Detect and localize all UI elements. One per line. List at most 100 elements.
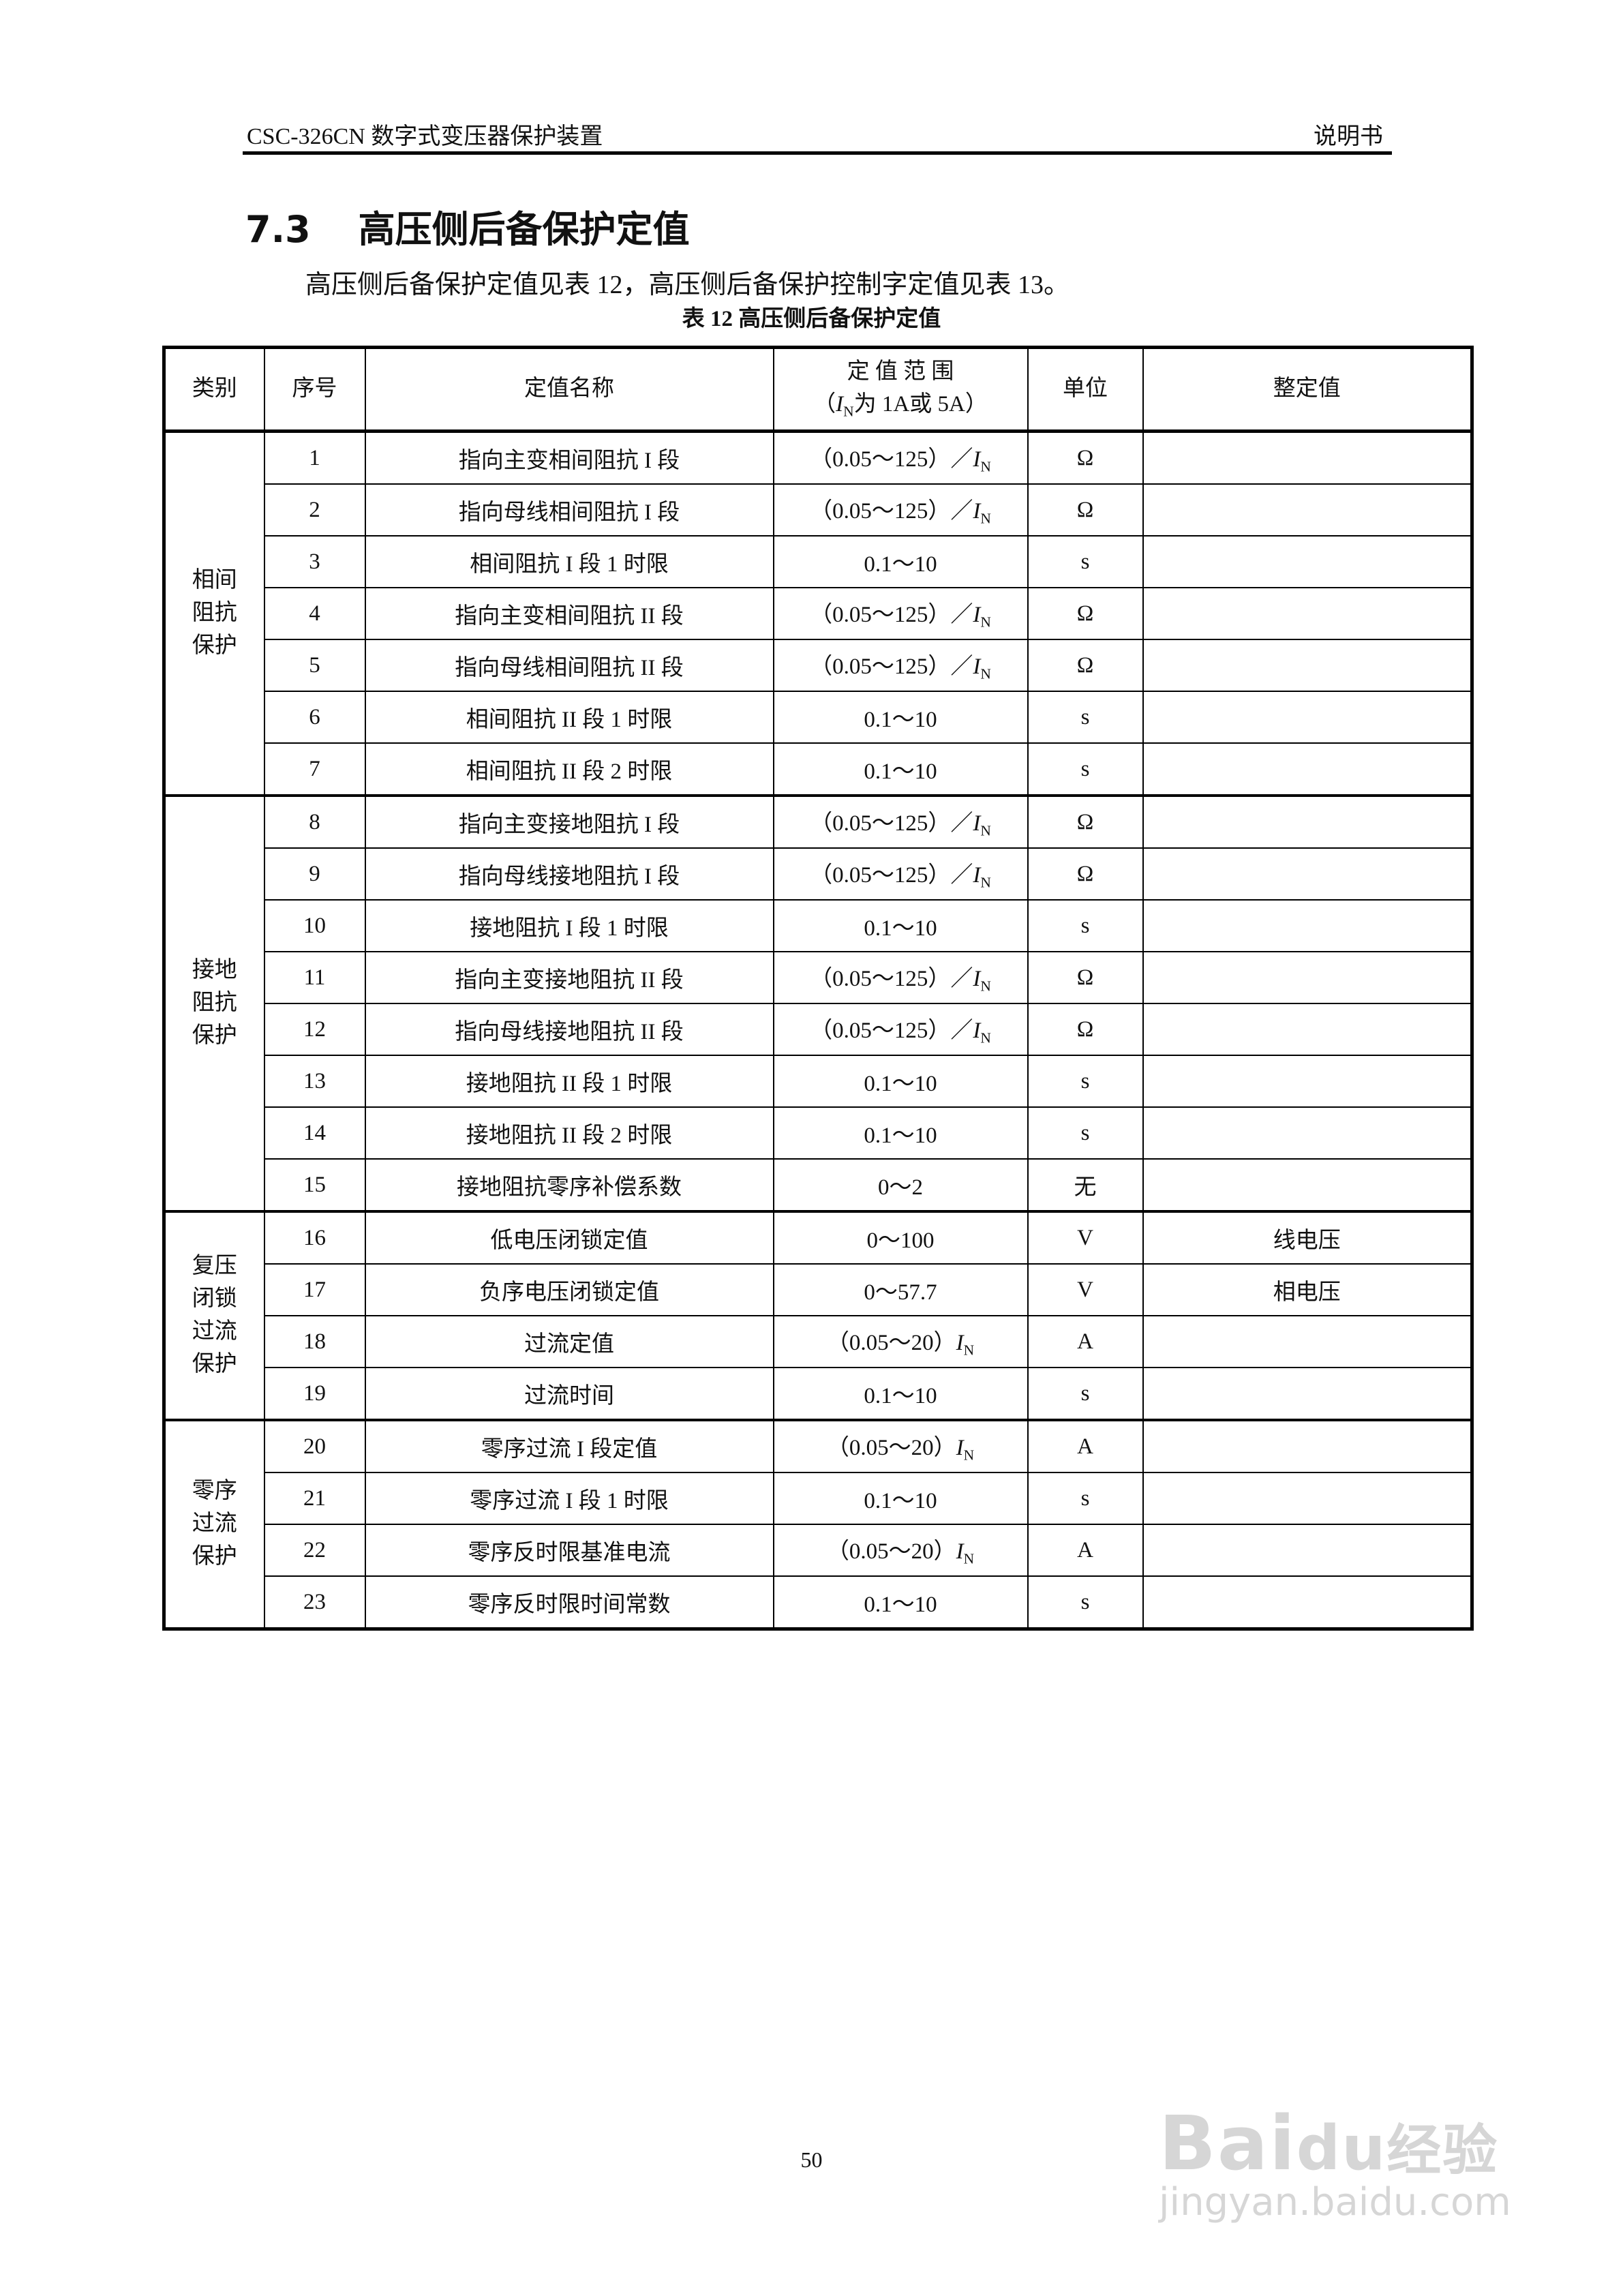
table-row: 零序 过流 保护 20 零序过流 I 段定值 （0.05～20）IN A [163,1419,1473,1630]
settings-table: 类别 序号 定值名称 定 值 范 围 （IN为 1A或 5A） 单位 整定值 相… [162,346,1474,1631]
rated-current-symbol: I [973,1018,981,1044]
setting-name: 接地阻抗 I 段 1 时限 [364,899,774,952]
category-label: 相间 阻抗 保护 [192,568,237,658]
setting-value [1142,1315,1473,1368]
setting-range: （0.05～125）／IN [772,639,1029,692]
row-number: 14 [263,1106,366,1160]
rated-current-symbol: I [956,1331,964,1356]
table-row: 相间 阻抗 保护 1 指向主变相间阻抗 I 段（0.05～125）／IN Ω [163,429,1473,796]
setting-name: 指向主变相间阻抗 I 段 [364,429,774,485]
setting-value [1142,483,1473,537]
category-cell: 接地 阻抗 保护 [163,794,265,1212]
range-value: （0.05～125）／ [810,499,973,524]
header-number: 序号 [263,346,366,433]
row-number: 18 [263,1315,366,1368]
setting-name: 零序过流 I 段定值 [364,1419,774,1473]
category-cell: 零序 过流 保护 [163,1419,265,1630]
range-value: 0.1～10 [864,1489,937,1513]
setting-unit: Ω [1027,429,1144,485]
setting-name: 零序过流 I 段 1 时限 [364,1472,774,1525]
category-label: 接地 阻抗 保护 [192,958,237,1048]
page-number: 50 [800,2147,823,2172]
setting-unit: 无 [1027,1158,1144,1212]
range-value: （0.05～125）／ [810,447,973,472]
range-value: 0.1～10 [864,708,937,732]
range-value: 0～2 [878,1175,923,1200]
rated-current-subscript: N [980,874,991,891]
header-range-subscript: N [843,403,854,420]
setting-value [1142,1367,1473,1421]
header-range-line1: 定 值 范 围 [847,359,954,384]
setting-range: 0～2 [772,1158,1029,1212]
table-row: 2 指向母线相间阻抗 I 段（0.05～125）／IN Ω [164,483,1473,537]
range-value: （0.05～125）／ [810,1018,973,1044]
row-number: 19 [263,1367,366,1421]
rated-current-symbol: I [956,1436,964,1461]
setting-range: 0～57.7 [772,1263,1029,1316]
table-row: 18 过流定值 （0.05～20）IN A [164,1315,1473,1368]
rated-current-symbol: I [973,447,981,472]
rated-current-subscript: N [963,1447,975,1464]
range-value: 0～57.7 [864,1280,937,1305]
header-range-line2: （IN为 1A或 5A） [774,389,1027,423]
setting-unit: s [1027,1367,1144,1421]
setting-unit: Ω [1027,1003,1144,1056]
setting-unit: s [1027,1575,1144,1630]
setting-name: 指向母线相间阻抗 II 段 [364,639,774,692]
setting-value [1142,847,1473,901]
header-setting: 整定值 [1142,346,1473,433]
rated-current-symbol: I [973,811,981,836]
row-number: 10 [263,899,366,952]
table-row: 10 接地阻抗 I 段 1 时限 0.1～10 s [164,899,1473,952]
setting-value [1142,899,1473,952]
row-number: 12 [263,1003,366,1056]
table-row: 接地 阻抗 保护 8 指向主变接地阻抗 I 段（0.05～125）／IN Ω [163,794,1473,1212]
row-number: 7 [263,742,366,796]
row-number: 13 [263,1055,366,1108]
table-header-row: 类别 序号 定值名称 定 值 范 围 （IN为 1A或 5A） 单位 整定值 [163,346,1473,433]
setting-value [1142,1524,1473,1577]
row-number: 11 [263,951,366,1004]
rated-current-subscript: N [980,1029,991,1046]
setting-value [1142,1575,1473,1630]
setting-range: 0.1～10 [772,899,1029,952]
row-number: 23 [263,1575,366,1630]
range-value: （0.05～125）／ [810,863,973,888]
table-row: 22 零序反时限基准电流 （0.05～20）IN A [164,1524,1473,1577]
range-value: （0.05～20） [826,1331,956,1356]
setting-range: 0.1～10 [772,1472,1029,1525]
setting-name: 零序反时限时间常数 [364,1575,774,1630]
header-range-paren: （ [813,392,836,417]
category-label: 复压 闭锁 过流 保护 [192,1254,237,1376]
category-cell: 相间 阻抗 保护 [163,429,265,796]
setting-range: （0.05～125）／IN [772,587,1029,640]
row-number: 2 [263,483,366,537]
running-header-doc-type: 说明书 [1314,124,1383,149]
range-value: 0.1～10 [864,1072,937,1096]
rated-current-symbol: I [973,499,981,524]
table-caption: 表 12 高压侧后备保护定值 [682,307,941,331]
setting-value [1142,1055,1473,1108]
setting-value [1142,639,1473,692]
setting-name: 指向主变接地阻抗 I 段 [364,794,774,849]
table-row: 17 负序电压闭锁定值 0～57.7 V 相电压 [164,1263,1473,1316]
row-number: 22 [263,1524,366,1577]
setting-unit: A [1027,1524,1144,1577]
setting-value: 线电压 [1142,1210,1473,1265]
rated-current-symbol: I [973,654,981,680]
setting-range: 0.1～10 [772,1575,1029,1630]
row-number: 6 [263,691,366,744]
range-value: （0.05～20） [826,1539,956,1565]
setting-unit: V [1027,1263,1144,1316]
setting-unit: Ω [1027,639,1144,692]
table-row: 15 接地阻抗零序补偿系数 0～2 无 [164,1158,1473,1212]
setting-range: 0.1～10 [772,1106,1029,1160]
setting-value [1142,691,1473,744]
setting-value [1142,1106,1473,1160]
setting-range: 0～100 [772,1210,1029,1265]
setting-unit: s [1027,899,1144,952]
rated-current-subscript: N [963,1550,975,1567]
setting-name: 低电压闭锁定值 [364,1210,774,1265]
setting-range: （0.05～125）／IN [772,794,1029,849]
table-row: 6 相间阻抗 II 段 1 时限 0.1～10 s [164,691,1473,744]
